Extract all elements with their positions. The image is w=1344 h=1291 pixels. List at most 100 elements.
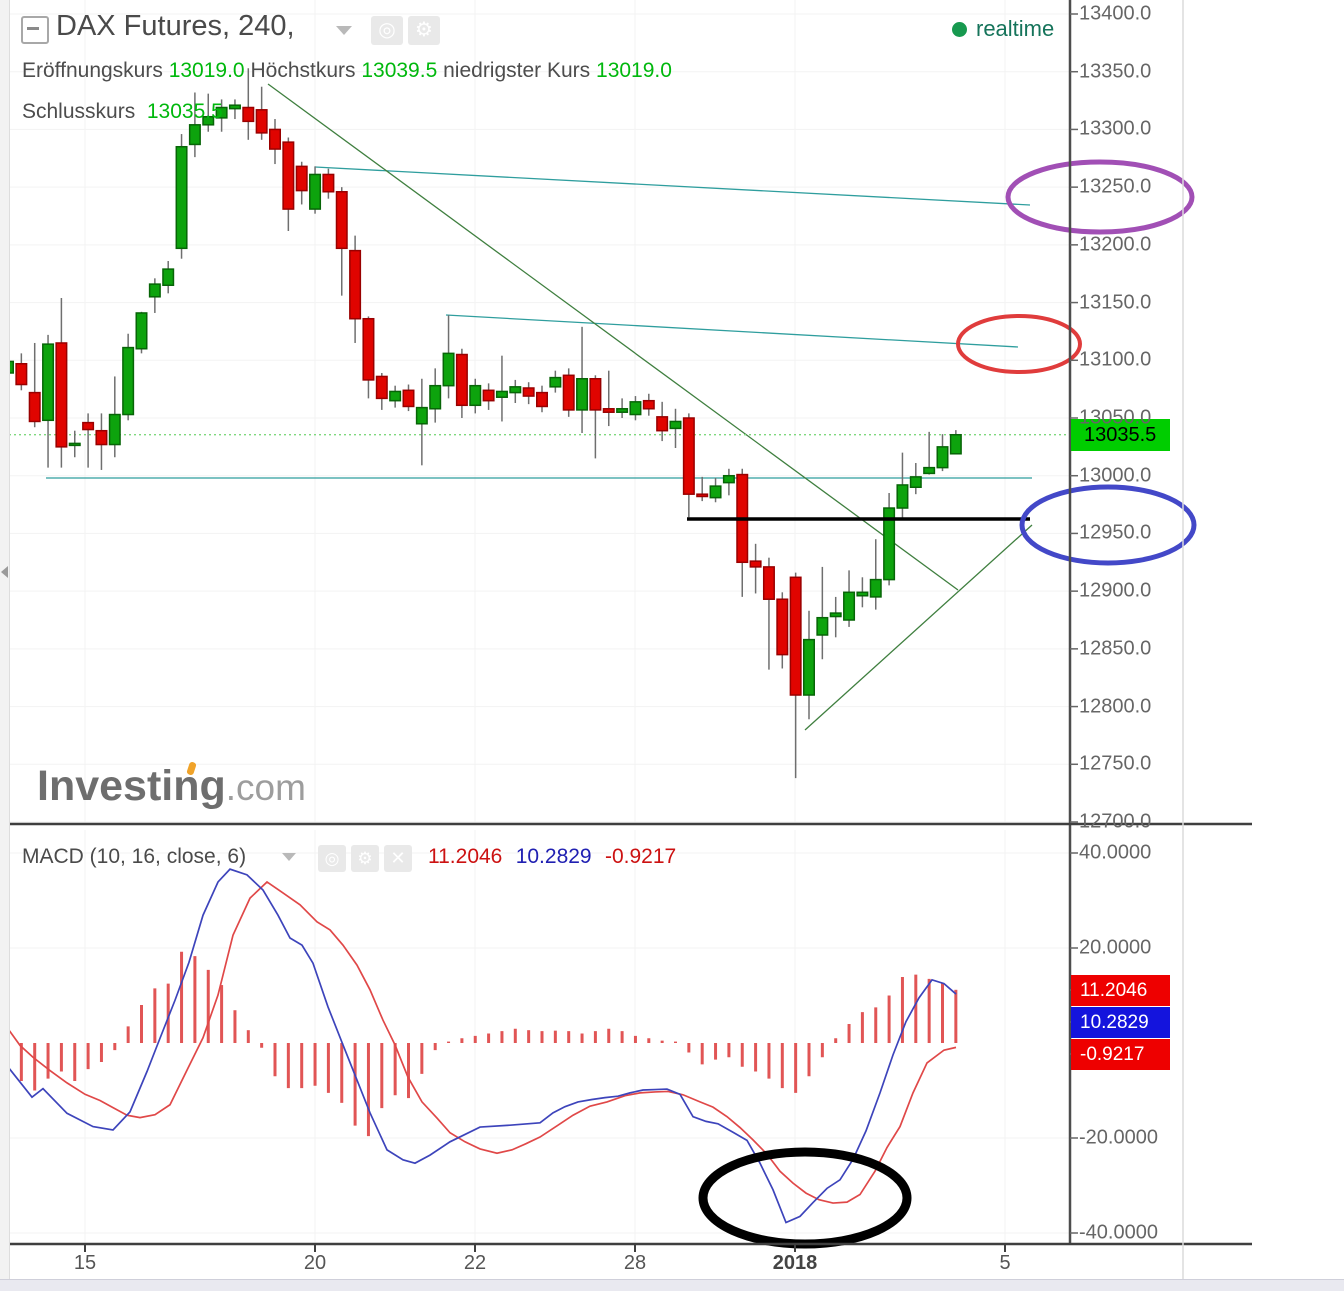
ohlc-legend-row: Eröffnungskurs 13019.0 Höchstkurs 13039.… <box>22 59 672 83</box>
resistance-trendline[interactable] <box>314 166 1031 206</box>
macd-value-box: 11.2046 <box>1071 975 1170 1006</box>
candle <box>522 387 535 397</box>
macd-value-2: 10.2829 <box>515 845 592 868</box>
macd-value-box: -0.9217 <box>1071 1039 1170 1070</box>
candle <box>776 598 789 656</box>
candle <box>282 141 295 210</box>
candle <box>55 342 68 448</box>
candle <box>549 376 562 388</box>
time-axis-label: 2018 <box>772 1252 818 1274</box>
candle <box>349 249 362 320</box>
ellipse-annotation-blue[interactable] <box>1019 484 1197 566</box>
low-label: niedrigster Kurs <box>443 59 591 82</box>
uptrend-line[interactable] <box>804 524 1033 731</box>
candle <box>936 446 949 469</box>
macd-main-line <box>8 868 957 1224</box>
candle <box>148 283 161 298</box>
resistance-trendline[interactable] <box>445 314 1019 348</box>
candle <box>949 433 962 455</box>
price-axis-label: 13400.0 <box>1079 2 1152 25</box>
macd-label: MACD (10, 16, close, 6) <box>22 845 247 868</box>
candle <box>429 384 442 410</box>
candle <box>389 390 402 402</box>
close-value: 13035.5 <box>146 100 223 123</box>
downtrend-line[interactable] <box>267 83 959 591</box>
collapse-icon[interactable] <box>21 16 49 44</box>
candle <box>562 374 575 411</box>
open-value: 13019.0 <box>168 59 245 82</box>
investing-logo: Investing.com <box>37 761 306 811</box>
macd-gear-icon[interactable]: ⚙ <box>351 845 379 872</box>
candle <box>722 474 735 484</box>
gear-icon[interactable]: ⚙ <box>408 16 440 45</box>
ellipse-annotation-purple[interactable] <box>1005 159 1195 235</box>
time-axis-label: 28 <box>623 1252 647 1274</box>
ellipse-annotation-black[interactable] <box>698 1147 912 1249</box>
candle <box>696 493 709 498</box>
macd-title: MACD (10, 16, close, 6) <box>22 845 246 869</box>
macd-eye-icon[interactable]: ◎ <box>318 845 346 872</box>
macd-value-box: 10.2829 <box>1071 1007 1170 1038</box>
candle <box>375 375 388 400</box>
low-value: 13019.0 <box>596 59 672 82</box>
macd-signal-line <box>8 880 957 1204</box>
candle <box>749 560 762 568</box>
minus-glyph <box>27 27 39 30</box>
candle <box>95 429 108 446</box>
macd-axis-label: -40.0000 <box>1079 1221 1158 1244</box>
candle <box>322 173 335 193</box>
candle <box>228 104 241 110</box>
candle <box>309 173 322 210</box>
candle <box>896 484 909 509</box>
candle <box>629 401 642 416</box>
candle <box>616 408 629 413</box>
open-label: Eröffnungskurs <box>22 59 163 82</box>
time-axis-label: 15 <box>73 1252 97 1274</box>
candle <box>162 268 175 287</box>
bottom-scrollbar-strip[interactable] <box>0 1279 1344 1291</box>
candle <box>829 612 842 618</box>
candle <box>335 191 348 250</box>
realtime-indicator: realtime <box>952 16 1054 42</box>
candle <box>82 421 95 431</box>
candle <box>215 106 228 119</box>
candle <box>469 384 482 407</box>
high-label: Höchstkurs <box>250 59 356 82</box>
candle <box>669 420 682 430</box>
time-axis-label: 22 <box>463 1252 487 1274</box>
candle <box>843 591 856 621</box>
price-axis-label: 13200.0 <box>1079 233 1152 256</box>
price-axis-label: 13350.0 <box>1079 60 1152 83</box>
candle <box>415 406 428 425</box>
candle <box>789 576 802 696</box>
macd-axis-label: -20.0000 <box>1079 1126 1158 1149</box>
macd-dropdown-caret[interactable] <box>282 853 296 861</box>
candle <box>42 343 55 422</box>
eye-icon[interactable]: ◎ <box>371 16 403 45</box>
ellipse-annotation-red[interactable] <box>956 314 1082 374</box>
left-gutter <box>0 0 10 1279</box>
candle <box>656 416 669 432</box>
candle <box>536 391 548 408</box>
candle <box>28 391 41 423</box>
candle <box>682 417 695 495</box>
price-axis-label: 12950.0 <box>1079 521 1152 544</box>
macd-values: 11.2046 10.2829 -0.9217 <box>428 845 676 869</box>
candle <box>135 312 148 350</box>
price-axis-label: 12750.0 <box>1079 752 1152 775</box>
price-axis-label: 12800.0 <box>1079 695 1152 718</box>
price-axis-label: 12850.0 <box>1079 637 1152 660</box>
candle <box>602 408 615 413</box>
macd-close-icon[interactable]: ✕ <box>384 845 412 872</box>
price-axis-label: 13150.0 <box>1079 291 1152 314</box>
symbol-dropdown-caret[interactable] <box>336 26 352 35</box>
close-legend-row: Schlusskurs 13035.5 <box>22 100 223 124</box>
candle <box>923 466 936 475</box>
candle <box>442 352 455 387</box>
candle <box>15 362 28 386</box>
price-axis-label: 12700.0 <box>1079 810 1152 833</box>
macd-axis-label: 20.0000 <box>1079 936 1152 959</box>
scroll-left-arrow-icon[interactable] <box>1 566 8 578</box>
